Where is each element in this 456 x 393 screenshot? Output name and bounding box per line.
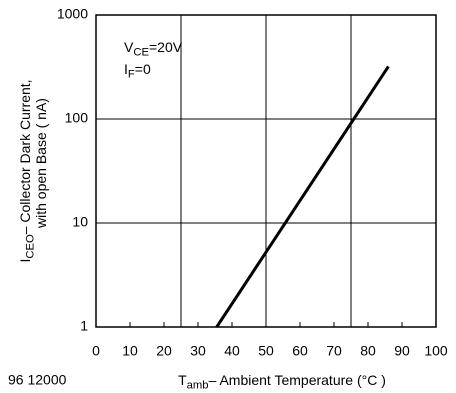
annotation-rest: =20V <box>149 39 183 55</box>
x-axis-label: Tamb– Ambient Temperature (°C ) <box>178 372 386 392</box>
x-tick-label: 10 <box>122 343 138 359</box>
y-tick-label: 1000 <box>57 6 88 22</box>
y-axis-label-rest: – Collector Dark Current, <box>17 79 33 234</box>
y-axis-label-sub: CEO <box>24 234 36 259</box>
x-tick-label: 20 <box>156 343 172 359</box>
annotation-main: V <box>124 39 134 55</box>
y-axis-label-main: I <box>17 259 33 263</box>
annotation: VCE=20V <box>124 39 183 59</box>
x-tick-label: 50 <box>258 343 274 359</box>
x-tick-label: 80 <box>360 343 376 359</box>
x-tick-label: 0 <box>92 343 100 359</box>
x-tick-label: 70 <box>326 343 342 359</box>
y-axis-label: with open Base ( nA) <box>33 98 49 229</box>
y-tick-label: 1 <box>80 318 88 334</box>
footnote: 96 12000 <box>8 372 67 388</box>
annotation-sub: F <box>128 68 135 80</box>
x-axis-label-main: T <box>178 372 187 388</box>
y-axis-label: ICEO– Collector Dark Current, <box>17 79 37 262</box>
x-axis-label-rest: – Ambient Temperature (°C ) <box>209 372 386 388</box>
x-tick-label: 100 <box>424 343 448 359</box>
x-tick-label: 30 <box>190 343 206 359</box>
x-axis-label-sub: amb <box>187 379 209 391</box>
annotation-main: I <box>124 61 128 77</box>
y-tick-label: 10 <box>72 214 88 230</box>
x-tick-label: 40 <box>224 343 240 359</box>
data-line <box>215 65 390 328</box>
annotation-rest: =0 <box>135 61 151 77</box>
y-tick-label: 100 <box>65 110 89 126</box>
annotation-sub: CE <box>133 46 149 58</box>
y-axis-label-main: with open Base ( nA) <box>33 98 49 229</box>
annotation: IF=0 <box>124 61 151 81</box>
x-tick-label: 90 <box>394 343 410 359</box>
x-tick-label: 60 <box>292 343 308 359</box>
